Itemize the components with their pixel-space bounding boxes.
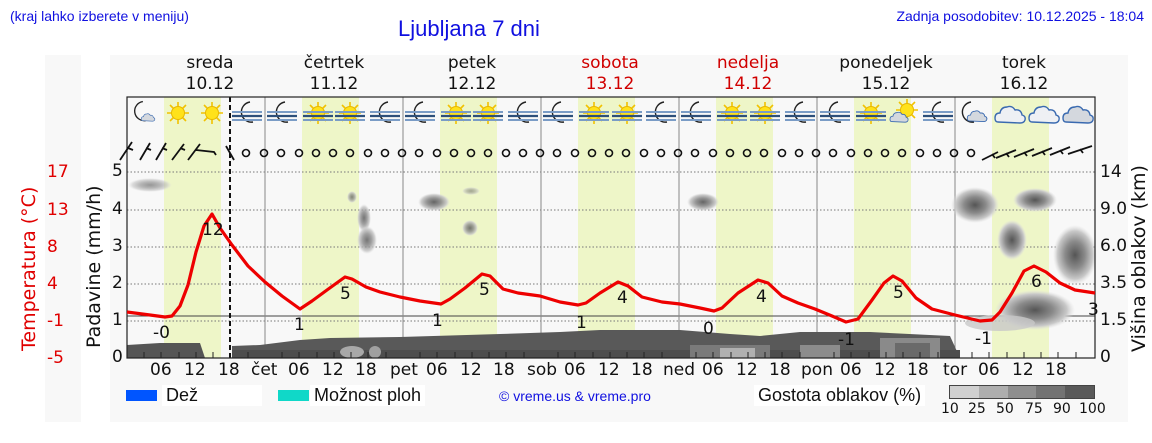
temperature-axis-title: Temperatura (°C) xyxy=(18,186,40,351)
x-tick: čet xyxy=(251,360,278,380)
day-label: četrtek 11.12 xyxy=(303,53,365,94)
cloud-density-high xyxy=(128,178,1097,330)
day-label: sobota 13.12 xyxy=(581,53,639,94)
temp-tick: 13 xyxy=(47,200,69,220)
plot-border xyxy=(126,96,1096,359)
svg-text:-1: -1 xyxy=(975,329,992,349)
svg-text:6: 6 xyxy=(1031,272,1042,292)
cloud-height-tick: 0 xyxy=(1100,347,1111,367)
temperature-line xyxy=(126,212,1096,324)
temp-tick: -1 xyxy=(47,311,64,331)
precip-tick: 1 xyxy=(112,310,123,330)
cloud-height-tick: 6.0 xyxy=(1100,236,1128,256)
day-label: ponedeljek 15.12 xyxy=(839,53,933,94)
x-tick: sob xyxy=(527,360,558,380)
svg-text:5: 5 xyxy=(479,280,490,300)
day-label: sreda 10.12 xyxy=(185,53,235,94)
x-tick: 18 xyxy=(769,360,791,380)
svg-text:3: 3 xyxy=(1088,300,1099,320)
temp-axis-panel xyxy=(45,55,81,422)
cloud-height-tick: 9.0 xyxy=(1100,199,1128,219)
temp-tick: 4 xyxy=(47,274,58,294)
density-tick: 90 xyxy=(1053,401,1071,417)
density-tick: 50 xyxy=(996,401,1014,417)
density-tick: 75 xyxy=(1025,401,1043,417)
cloud-height-tick: 3.5 xyxy=(1100,273,1128,293)
showers-legend-swatch xyxy=(278,390,309,401)
precip-tick: 3 xyxy=(112,236,123,256)
cloud-height-axis-title: Višina oblakov (km) xyxy=(1128,165,1150,352)
temp-tick: 17 xyxy=(47,162,69,182)
x-tick: 12 xyxy=(460,360,482,380)
precip-tick: 0 xyxy=(112,347,123,367)
credit-link[interactable]: © vreme.us & vreme.pro xyxy=(499,388,651,404)
page-title: Ljubljana 7 dni xyxy=(398,16,540,41)
x-tick: 18 xyxy=(631,360,653,380)
density-tick: 100 xyxy=(1079,401,1106,417)
x-tick: ned xyxy=(663,360,696,380)
svg-text:4: 4 xyxy=(617,288,628,308)
x-tick: 18 xyxy=(218,360,240,380)
x-tick: 06 xyxy=(564,360,586,380)
x-tick: 06 xyxy=(840,360,862,380)
x-tick: 18 xyxy=(907,360,929,380)
temp-tick: -5 xyxy=(47,348,64,368)
x-tick: 12 xyxy=(598,360,620,380)
daylight-bands xyxy=(164,97,1049,358)
x-ticks xyxy=(143,352,1077,358)
x-tick: 06 xyxy=(150,360,172,380)
svg-text:4: 4 xyxy=(756,287,767,307)
svg-text:12: 12 xyxy=(202,220,224,240)
cloud-density-low xyxy=(127,315,1035,358)
wind-symbols xyxy=(119,141,1093,161)
x-tick: 06 xyxy=(702,360,724,380)
svg-text:5: 5 xyxy=(340,284,351,304)
svg-text:1: 1 xyxy=(294,315,305,335)
day-label: petek 12.12 xyxy=(447,53,497,94)
precip-tick: 4 xyxy=(112,199,123,219)
rain-legend-label: Dež xyxy=(162,385,262,406)
cloud-height-tick: 14 xyxy=(1100,162,1122,182)
svg-text:1: 1 xyxy=(576,313,587,333)
precipitation-axis-title: Padavine (mm/h) xyxy=(83,185,105,348)
svg-text:5: 5 xyxy=(893,283,904,303)
svg-text:0: 0 xyxy=(703,319,714,339)
x-tick: 06 xyxy=(978,360,1000,380)
day-label: torek 16.12 xyxy=(999,53,1049,94)
cloud-density-label: Gostota oblakov (%) xyxy=(754,385,926,406)
cloud-density-scale xyxy=(949,385,1095,399)
cloud-height-tick: 1.5 xyxy=(1100,310,1128,330)
temp-tick: 8 xyxy=(47,237,58,257)
density-tick: 10 xyxy=(941,401,959,417)
rain-legend-swatch xyxy=(126,390,157,401)
last-update: Zadnja posodobitev: 10.12.2025 - 18:04 xyxy=(896,8,1144,24)
x-tick: tor xyxy=(943,360,968,380)
day-label: nedelja 14.12 xyxy=(716,53,780,94)
x-tick: pon xyxy=(801,360,833,380)
x-tick: 12 xyxy=(1012,360,1034,380)
x-tick: 12 xyxy=(184,360,206,380)
x-tick: 06 xyxy=(288,360,310,380)
x-tick: 18 xyxy=(355,360,377,380)
svg-text:-0: -0 xyxy=(153,323,170,343)
x-tick: 12 xyxy=(736,360,758,380)
x-tick: 06 xyxy=(426,360,448,380)
showers-legend-label: Možnost ploh xyxy=(310,385,426,406)
menu-hint: (kraj lahko izberete v meniju) xyxy=(10,8,189,24)
x-tick: pet xyxy=(390,360,418,380)
svg-text:1: 1 xyxy=(432,311,443,331)
x-tick: 18 xyxy=(493,360,515,380)
x-tick: 12 xyxy=(874,360,896,380)
gridlines xyxy=(127,171,1095,322)
density-tick: 25 xyxy=(968,401,986,417)
precip-tick: 2 xyxy=(112,273,123,293)
x-tick: 12 xyxy=(322,360,344,380)
temperature-annotations: -0 12 1 5 1 5 1 4 0 4 -1 5 -1 6 3 xyxy=(153,220,1099,350)
x-tick: 18 xyxy=(1045,360,1067,380)
precip-tick: 5 xyxy=(112,161,123,181)
svg-text:-1: -1 xyxy=(838,330,855,350)
